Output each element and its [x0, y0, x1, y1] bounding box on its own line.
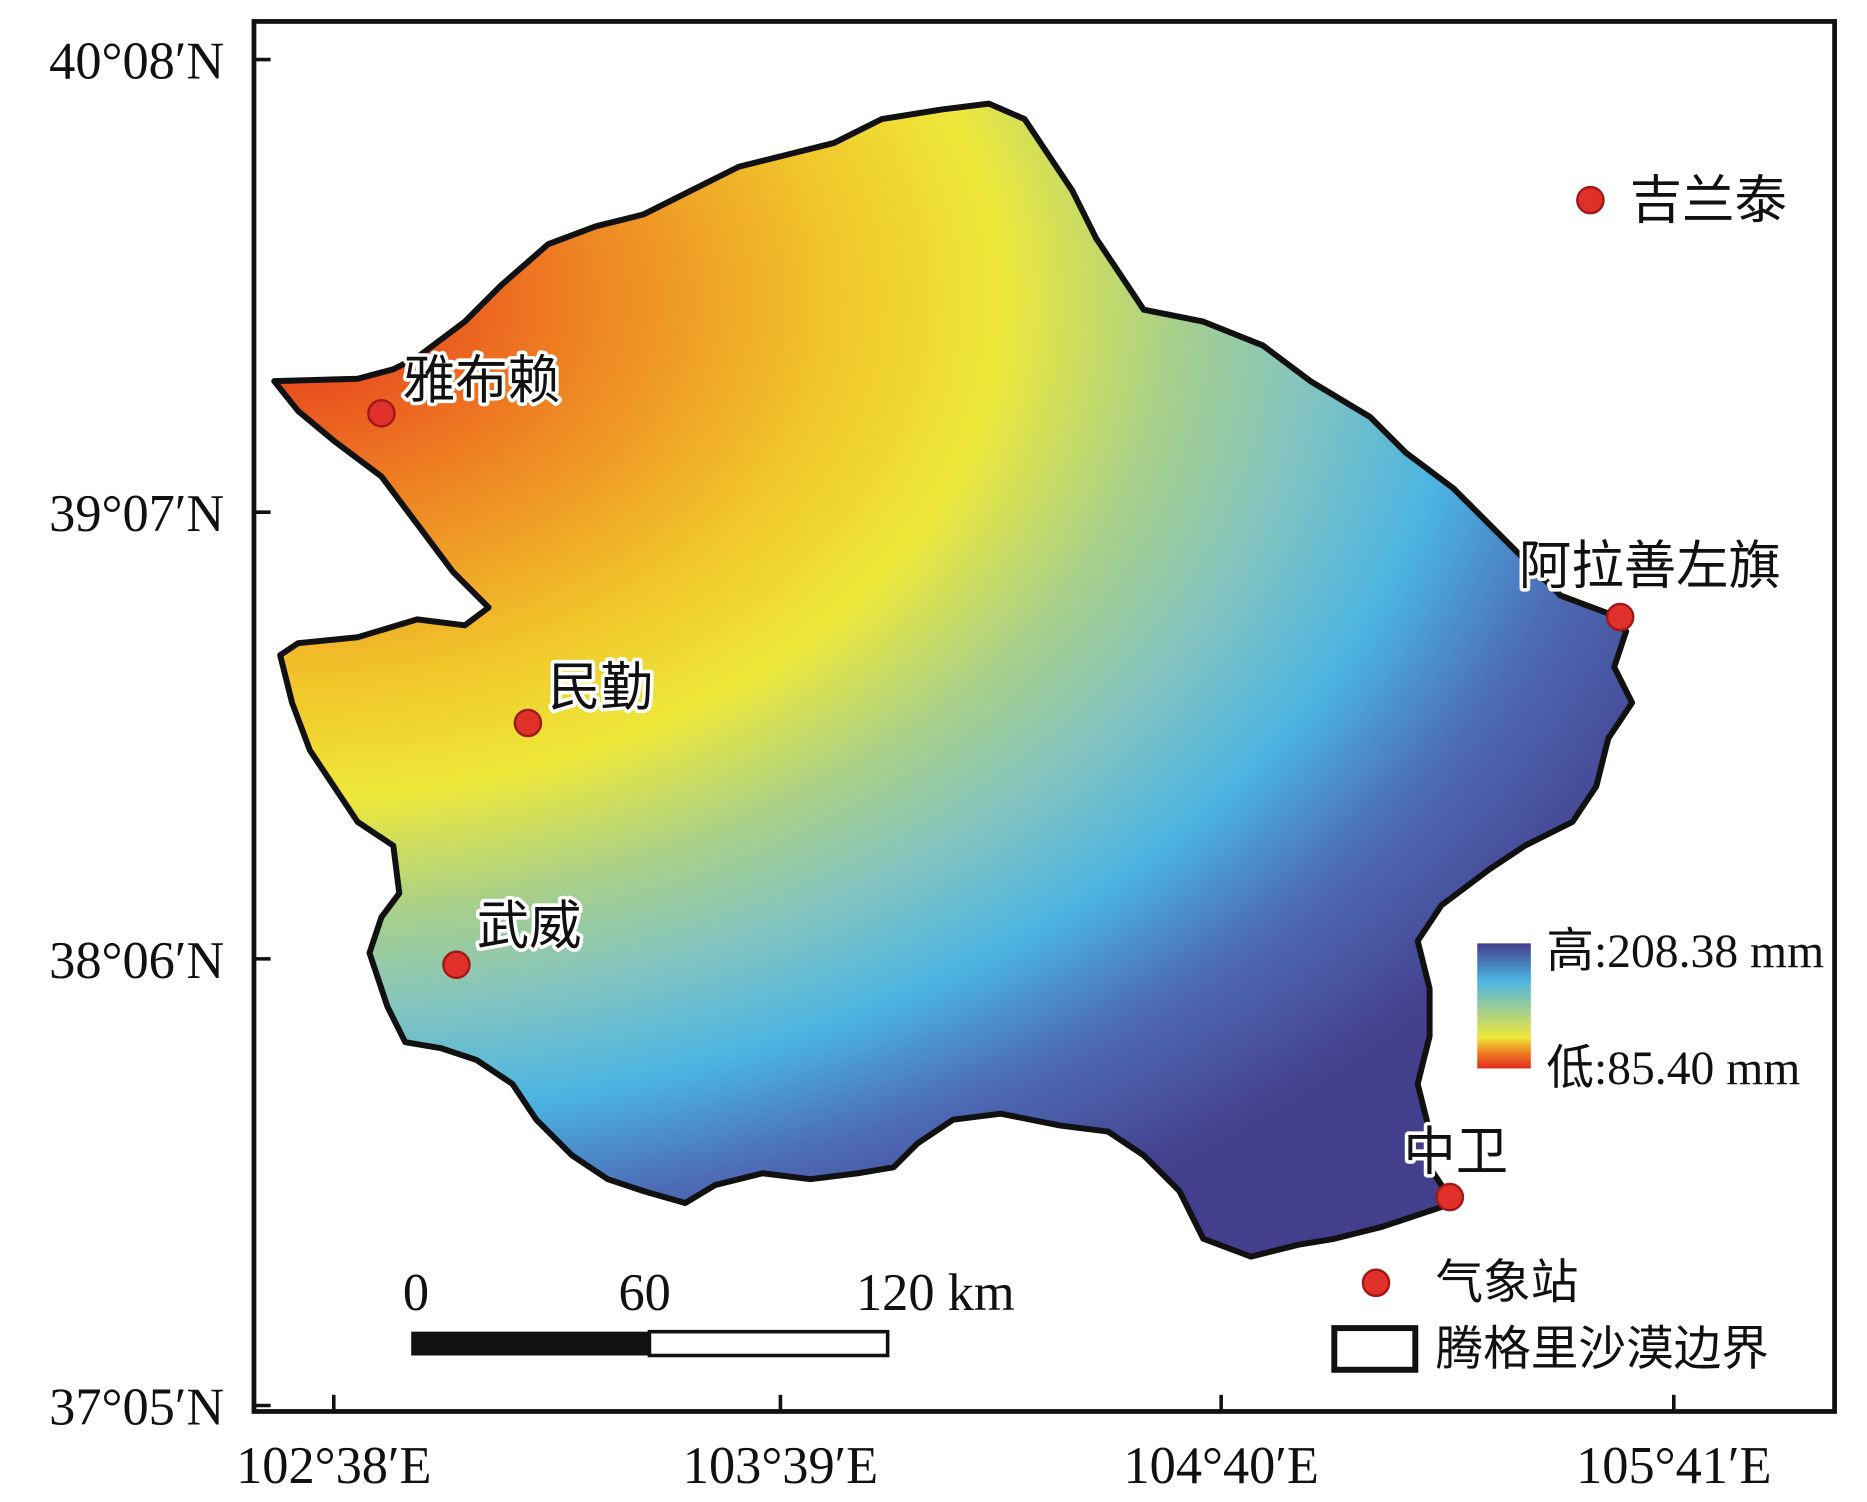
scale-label: 60: [618, 1264, 670, 1322]
station-dot: [513, 708, 543, 738]
scale-label: 0: [403, 1264, 429, 1322]
ticks: [253, 57, 1676, 1412]
station-label: 吉兰泰: [1630, 172, 1787, 230]
station-label: 武威: [477, 897, 582, 955]
station-dot: [1435, 1182, 1465, 1212]
scale-bar: 0 60 120 km: [403, 1264, 1015, 1358]
lat-label: 38°06′N: [49, 932, 224, 990]
legend-station: 气象站: [1436, 1257, 1579, 1309]
legend-boundary-swatch: [1331, 1325, 1419, 1373]
map-frame: [251, 19, 1837, 1414]
station-label: 中卫: [1403, 1124, 1508, 1182]
station-dot: [367, 399, 396, 428]
lat-label: 37°05′N: [49, 1379, 224, 1437]
lon-label: 105°41′E: [1576, 1437, 1771, 1495]
lon-labels: 102°38′E 103°39′E 104°40′E 105°41′E: [236, 1437, 1771, 1495]
station-dot: [1605, 602, 1635, 632]
legend-low: 低:85.40 mm: [1546, 1043, 1800, 1095]
station-dot: [1576, 185, 1605, 215]
station-dot: [442, 950, 471, 980]
lat-label: 39°07′N: [49, 485, 224, 543]
legend-boundary: 腾格里沙漠边界: [1436, 1324, 1769, 1376]
lat-label: 40°08′N: [49, 33, 224, 91]
lat-labels: 40°08′N 39°07′N 38°06′N 37°05′N: [49, 33, 224, 1437]
scale-segment: [647, 1329, 890, 1358]
lon-label: 104°40′E: [1123, 1437, 1318, 1495]
legend-high: 高:208.38 mm: [1546, 926, 1824, 978]
legend-station-dot: [1361, 1268, 1391, 1298]
color-bar: [1477, 943, 1531, 1069]
scale-label: 120 km: [856, 1264, 1015, 1322]
desert-boundary: [271, 100, 1636, 1260]
station-label: 阿拉善左旗: [1519, 538, 1781, 596]
station-label: 雅布赖: [403, 352, 560, 410]
legend: 高:208.38 mm 低:85.40 mm 气象站 腾格里沙漠边界: [1331, 926, 1824, 1376]
station-label: 民勤: [548, 659, 653, 717]
scale-segment: [411, 1331, 650, 1356]
lon-label: 103°39′E: [683, 1437, 878, 1495]
lon-label: 102°38′E: [236, 1437, 431, 1495]
